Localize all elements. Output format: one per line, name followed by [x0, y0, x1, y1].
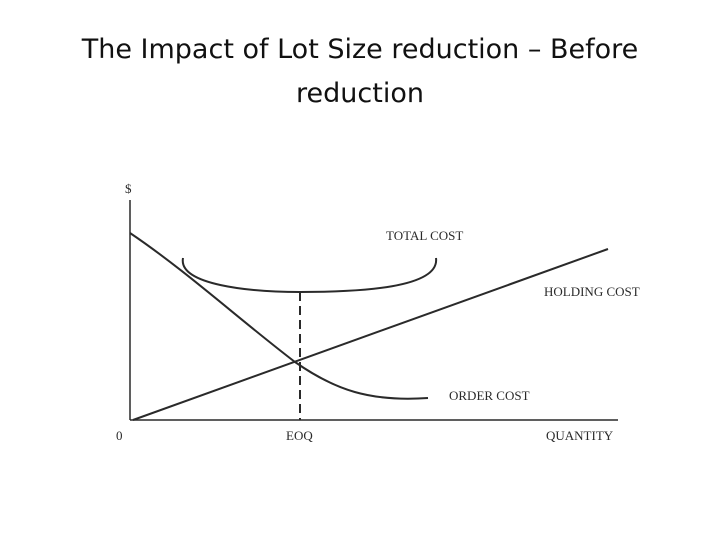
holding-cost-line: [132, 248, 609, 421]
eoq-label: EOQ: [286, 428, 313, 443]
total-cost-curve: [181, 257, 438, 294]
origin-label: 0: [116, 428, 123, 443]
order-cost-curve: [129, 232, 429, 400]
slide-title: The Impact of Lot Size reduction – Befor…: [81, 34, 639, 109]
x-axis-label: QUANTITY: [546, 428, 614, 443]
total-cost-label: TOTAL COST: [386, 228, 463, 243]
order-cost-label: ORDER COST: [449, 388, 530, 403]
holding-cost-label: HOLDING COST: [544, 284, 640, 299]
y-axis-label: $: [125, 181, 132, 196]
